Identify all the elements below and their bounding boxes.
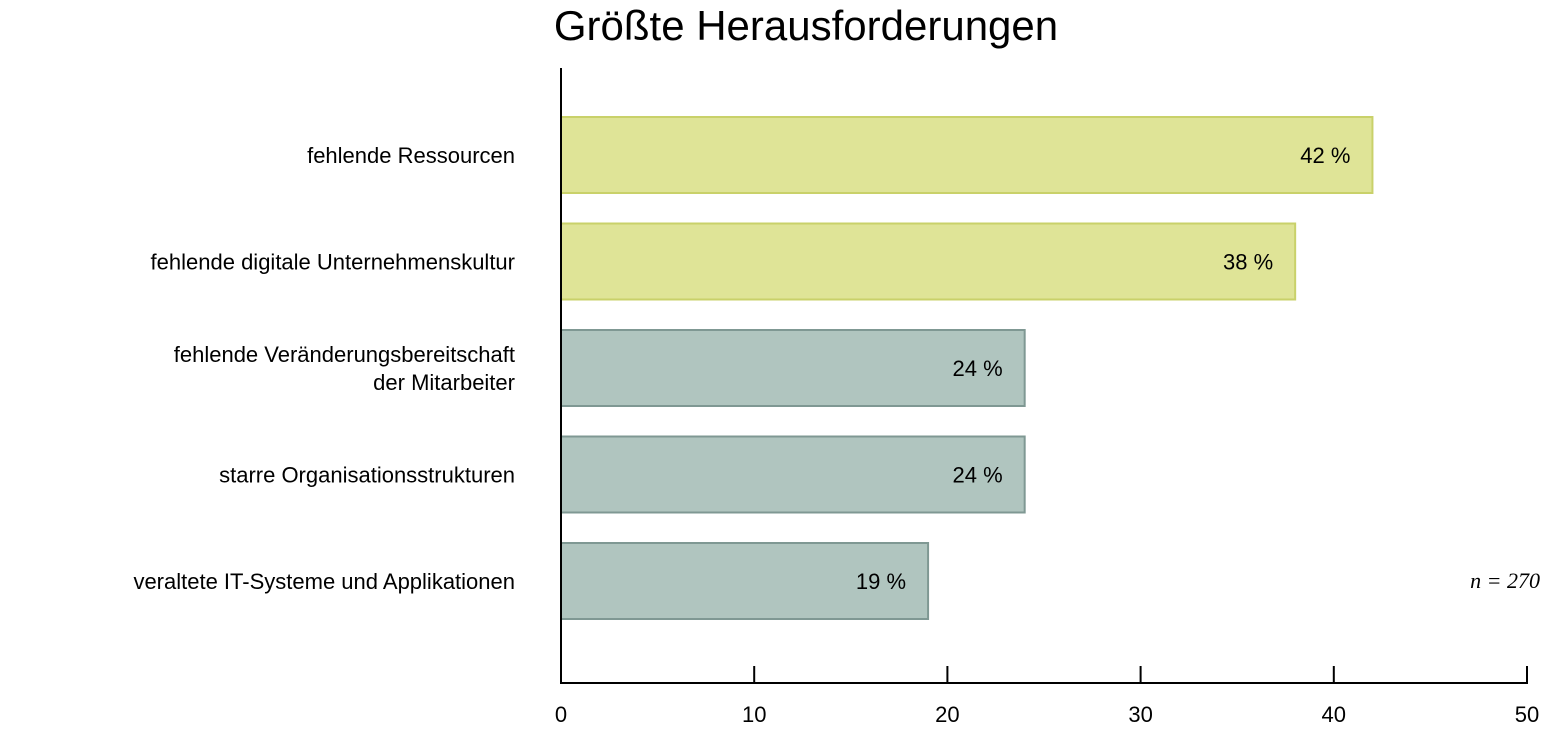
category-label: fehlende Ressourcen: [307, 143, 515, 168]
x-tick-label: 40: [1322, 702, 1346, 727]
category-label-line: starre Organisationsstrukturen: [219, 463, 515, 488]
category-label: starre Organisationsstrukturen: [219, 463, 515, 488]
bar-3: [560, 435, 1026, 514]
bar-1: [560, 222, 1297, 301]
category-label: fehlende Veränderungsbereitschaft der Mit…: [174, 342, 515, 395]
bar-value-label: 24 %: [953, 463, 1003, 488]
bar-value-label: 24 %: [953, 356, 1003, 381]
x-tick-label: 30: [1128, 702, 1152, 727]
x-tick-label: 20: [935, 702, 959, 727]
bar-value-label: 42 %: [1300, 143, 1350, 168]
chart-title: Größte Herausforderungen: [554, 2, 1058, 49]
bar-2: [560, 329, 1026, 407]
x-tick-label: 0: [555, 702, 567, 727]
x-tick-label: 50: [1515, 702, 1539, 727]
category-label-line: veraltete IT-Systeme und Applikationen: [133, 569, 515, 594]
x-tick-label: 10: [742, 702, 766, 727]
axes-group: 0 10 20 30 40 50: [555, 68, 1539, 727]
bar-0: [560, 116, 1374, 194]
category-label-line: fehlende Ressourcen: [307, 143, 515, 168]
category-label-line: fehlende Veränderungsbereitschaft: [174, 342, 515, 367]
bar-4: [560, 542, 930, 620]
bar-value-label: 19 %: [856, 569, 906, 594]
category-label-line: fehlende digitale Unternehmenskultur: [151, 250, 515, 275]
category-label: fehlende digitale Unternehmenskultur: [151, 250, 515, 275]
category-label: veraltete IT-Systeme und Applikationen: [133, 569, 515, 594]
sample-size-note: n = 270: [1470, 568, 1540, 593]
category-label-line: der Mitarbeiter: [373, 370, 515, 395]
bars-group: 42 % fehlende Ressourcen 38 % fehlende digi…: [133, 116, 1374, 620]
bar-value-label: 38 %: [1223, 250, 1273, 275]
